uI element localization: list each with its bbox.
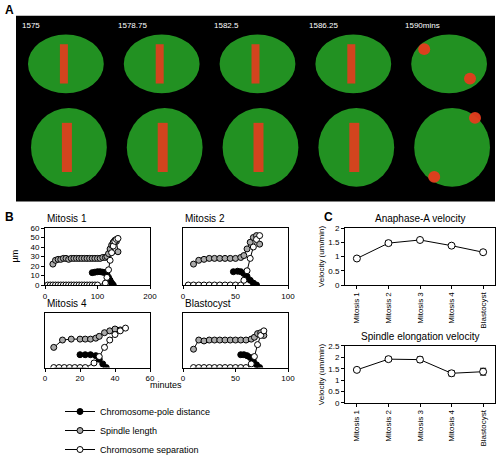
svg-text:1590mins: 1590mins — [405, 21, 440, 30]
svg-text:Mitosis 1: Mitosis 1 — [352, 410, 361, 442]
svg-text:1.5: 1.5 — [328, 365, 340, 374]
svg-text:1578.75: 1578.75 — [118, 21, 147, 30]
svg-text:Velocity (um/min): Velocity (um/min) — [317, 225, 326, 287]
svg-text:0: 0 — [181, 374, 186, 383]
svg-text:0: 0 — [35, 281, 40, 290]
svg-text:60: 60 — [30, 224, 39, 233]
svg-text:Mitosis 2: Mitosis 2 — [185, 213, 225, 224]
svg-text:Mitosis 3: Mitosis 3 — [416, 292, 425, 324]
svg-text:1: 1 — [335, 252, 340, 261]
svg-text:20: 20 — [30, 262, 39, 271]
svg-text:0: 0 — [181, 292, 186, 301]
svg-text:Spindle elongation velocity: Spindle elongation velocity — [361, 331, 479, 342]
svg-text:Mitosis 3: Mitosis 3 — [416, 410, 425, 442]
svg-text:40: 40 — [30, 243, 39, 252]
svg-text:100: 100 — [91, 292, 105, 301]
svg-text:A: A — [5, 3, 14, 17]
svg-text:1575: 1575 — [22, 21, 40, 30]
svg-text:2: 2 — [335, 353, 340, 362]
svg-text:2.5: 2.5 — [328, 342, 340, 351]
svg-text:200: 200 — [143, 292, 157, 301]
svg-text:50: 50 — [30, 233, 39, 242]
svg-text:0: 0 — [43, 374, 48, 383]
svg-text:Mitosis 2: Mitosis 2 — [384, 292, 393, 324]
svg-text:50: 50 — [231, 292, 240, 301]
svg-text:Mitosis 4: Mitosis 4 — [447, 410, 456, 442]
svg-text:B: B — [5, 210, 14, 224]
svg-text:0: 0 — [335, 399, 340, 408]
svg-text:Velocity (um/min): Velocity (um/min) — [317, 343, 326, 405]
svg-text:Chromosome separation: Chromosome separation — [100, 445, 199, 455]
svg-text:Mitosis 1: Mitosis 1 — [47, 213, 87, 224]
svg-text:50: 50 — [231, 374, 240, 383]
svg-text:30: 30 — [30, 252, 39, 261]
svg-text:2: 2 — [335, 224, 340, 233]
svg-text:Blastocyst: Blastocyst — [479, 291, 488, 328]
svg-text:0: 0 — [335, 281, 340, 290]
svg-text:Blastocyst: Blastocyst — [185, 298, 231, 309]
svg-text:0: 0 — [43, 292, 48, 301]
svg-text:10: 10 — [30, 271, 39, 280]
svg-text:1.5: 1.5 — [328, 238, 340, 247]
svg-text:100: 100 — [281, 292, 295, 301]
svg-text:Anaphase-A velocity: Anaphase-A velocity — [375, 213, 466, 224]
svg-text:Mitosis 2: Mitosis 2 — [384, 410, 393, 442]
svg-text:20: 20 — [76, 374, 85, 383]
svg-text:Mitosis 4: Mitosis 4 — [47, 298, 87, 309]
svg-text:60: 60 — [146, 374, 155, 383]
svg-text:µm: µm — [10, 250, 20, 263]
svg-text:0.5: 0.5 — [328, 267, 340, 276]
svg-text:Spindle length: Spindle length — [100, 426, 157, 436]
svg-text:Blastocyst: Blastocyst — [479, 409, 488, 446]
svg-text:100: 100 — [281, 374, 295, 383]
svg-text:40: 40 — [111, 374, 120, 383]
svg-text:1582.5: 1582.5 — [214, 21, 239, 30]
svg-text:Mitosis 4: Mitosis 4 — [447, 292, 456, 324]
svg-text:C: C — [324, 210, 333, 224]
svg-text:0.5: 0.5 — [328, 387, 340, 396]
svg-text:1: 1 — [335, 376, 340, 385]
svg-text:Mitosis 1: Mitosis 1 — [352, 292, 361, 324]
svg-text:minutes: minutes — [150, 380, 182, 390]
svg-text:1586.25: 1586.25 — [309, 21, 338, 30]
svg-text:Chromosome-pole distance: Chromosome-pole distance — [100, 407, 210, 417]
